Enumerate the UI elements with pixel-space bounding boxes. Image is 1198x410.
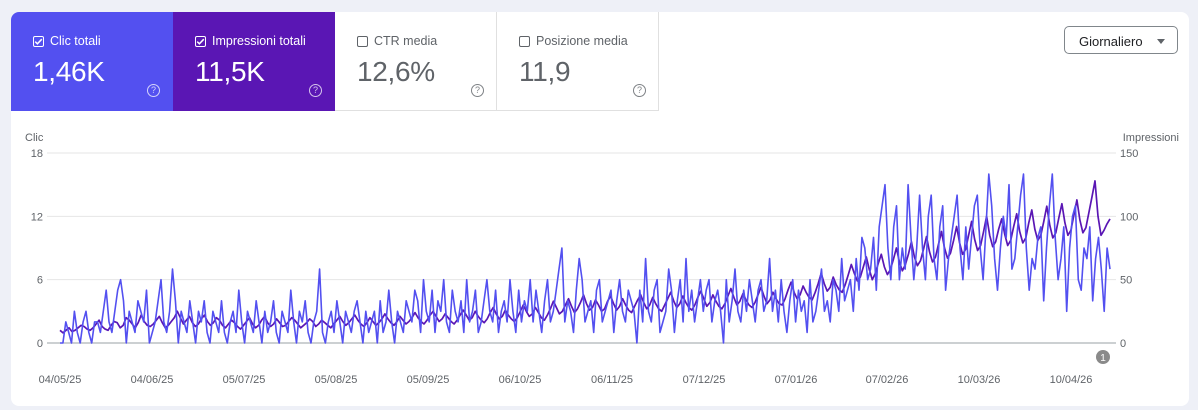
metric-value: 1,46K — [33, 56, 105, 87]
x-tick-label: 04/06/25 — [131, 374, 174, 386]
right-tick-label: 100 — [1120, 211, 1138, 223]
chart-annotations: 1 — [1096, 350, 1110, 364]
caret-down-icon — [1157, 39, 1165, 44]
metric-value: 11,9 — [519, 56, 571, 87]
right-tick-label: 0 — [1120, 338, 1126, 350]
checkbox-unchecked-icon[interactable] — [357, 35, 368, 47]
granularity-dropdown[interactable]: Giornaliero — [1064, 26, 1178, 54]
right-tick-label: 50 — [1120, 275, 1132, 287]
right-tick-label: 150 — [1120, 148, 1138, 160]
help-icon[interactable]: ? — [147, 84, 160, 97]
dropdown-label: Giornaliero — [1079, 34, 1143, 49]
x-tick-label: 07/12/25 — [683, 374, 726, 386]
chart-grid — [47, 152, 1116, 344]
x-tick-label: 05/09/25 — [407, 374, 450, 386]
metric-label: CTR media — [374, 34, 438, 48]
metric-cards: Clic totali 1,46K ? Impressioni totali 1… — [11, 12, 659, 111]
metric-label: Clic totali — [50, 34, 101, 48]
annotation-marker[interactable] — [1096, 350, 1110, 364]
left-tick-label: 0 — [37, 338, 43, 350]
performance-chart: 0 6 12 18 Clic 0 50 100 150 Impressioni 04/05/25… — [25, 132, 1179, 386]
metric-label: Impressioni totali — [212, 34, 306, 48]
metric-value: 11,5K — [195, 56, 265, 87]
left-tick-label: 6 — [37, 275, 43, 287]
right-axis-title: Impressioni — [1123, 132, 1179, 144]
help-icon[interactable]: ? — [471, 84, 484, 97]
x-tick-label: 06/10/25 — [499, 374, 542, 386]
left-axis-title: Clic — [25, 132, 44, 144]
annotation-label: 1 — [1100, 353, 1106, 364]
help-icon[interactable]: ? — [309, 84, 322, 97]
checkbox-checked-icon[interactable] — [195, 35, 206, 47]
series-line-impressioni — [59, 180, 1111, 334]
x-tick-label: 07/02/26 — [866, 374, 909, 386]
x-tick-label: 04/05/25 — [39, 374, 82, 386]
x-tick-label: 07/01/26 — [775, 374, 818, 386]
help-icon[interactable]: ? — [633, 84, 646, 97]
performance-card: 0 6 12 18 Clic 0 50 100 150 Impressioni 04/05/25… — [11, 12, 1189, 406]
left-tick-label: 18 — [31, 148, 43, 160]
series-line-clic — [60, 173, 1111, 344]
x-tick-label: 10/03/26 — [958, 374, 1001, 386]
metric-card-impressions[interactable]: Impressioni totali 11,5K ? — [173, 12, 335, 111]
left-axis: 0 6 12 18 Clic — [25, 132, 44, 350]
metric-value: 12,6% — [357, 56, 435, 87]
metric-card-position[interactable]: Posizione media 11,9 ? — [497, 12, 659, 111]
checkbox-checked-icon[interactable] — [33, 35, 44, 47]
x-axis: 04/05/25 04/06/25 05/07/25 05/08/25 05/09/25… — [39, 374, 1093, 386]
metric-label: Posizione media — [536, 34, 628, 48]
chart-lines — [59, 173, 1111, 344]
x-tick-label: 05/07/25 — [223, 374, 266, 386]
checkbox-unchecked-icon[interactable] — [519, 35, 530, 47]
left-tick-label: 12 — [31, 211, 43, 223]
x-tick-label: 06/11/25 — [591, 374, 633, 386]
metric-card-ctr[interactable]: CTR media 12,6% ? — [335, 12, 497, 111]
x-tick-label: 05/08/25 — [315, 374, 358, 386]
right-axis: 0 50 100 150 Impressioni — [1120, 132, 1179, 350]
metric-card-clicks[interactable]: Clic totali 1,46K ? — [11, 12, 173, 111]
x-tick-label: 10/04/26 — [1050, 374, 1093, 386]
